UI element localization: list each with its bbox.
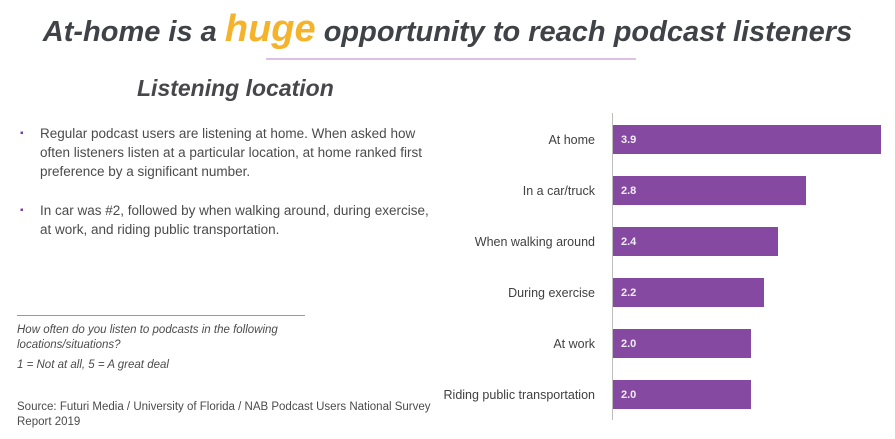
source-attribution: Source: Futuri Media / University of Flo… xyxy=(17,401,431,428)
chart-row: At home 3.9 xyxy=(380,125,895,154)
chart-row: Riding public transportation 2.0 xyxy=(380,380,895,409)
bullet-text: In car was #2, followed by when walking … xyxy=(40,203,429,237)
chart-axis-line xyxy=(612,113,613,420)
footnote-divider xyxy=(17,315,305,316)
chart-bar: 2.2 xyxy=(613,278,765,307)
chart-category-label: During exercise xyxy=(508,285,595,300)
chart-value-label: 2.0 xyxy=(621,337,637,350)
title-divider xyxy=(266,58,636,60)
bullet-text: Regular podcast users are listening at h… xyxy=(40,126,422,179)
chart-row: At work 2.0 xyxy=(380,329,895,358)
chart-category-label: In a car/truck xyxy=(522,183,595,198)
chart-bar: 3.9 xyxy=(613,125,882,154)
chart-bar: 2.8 xyxy=(613,176,806,205)
list-item: ▪ Regular podcast users are listening at… xyxy=(20,124,432,181)
chart-category-label: At work xyxy=(553,336,595,351)
chart-bar: 2.4 xyxy=(613,227,779,256)
chart-bar-track: 2.0 xyxy=(613,380,895,409)
chart-row: When walking around 2.4 xyxy=(380,227,895,256)
chart-row: During exercise 2.2 xyxy=(380,278,895,307)
chart-value-label: 2.8 xyxy=(621,184,637,197)
survey-scale-text: 1 = Not at all, 5 = A great deal xyxy=(17,359,169,371)
list-item: ▪ In car was #2, followed by when walkin… xyxy=(20,201,432,239)
chart-bar-track: 3.9 xyxy=(613,125,895,154)
chart-rows: At home 3.9 In a car/truck 2.8 When walking … xyxy=(380,125,895,409)
chart-bar-track: 2.0 xyxy=(613,329,895,358)
chart-bar: 2.0 xyxy=(613,380,751,409)
slide-title-highlight: huge xyxy=(224,8,316,50)
section-heading: Listening location xyxy=(137,75,334,101)
bar-chart: At home 3.9 In a car/truck 2.8 When walking … xyxy=(380,113,895,425)
chart-value-label: 2.2 xyxy=(621,286,637,299)
chart-value-label: 3.9 xyxy=(621,133,637,146)
chart-bar-track: 2.4 xyxy=(613,227,895,256)
chart-value-label: 2.4 xyxy=(621,235,637,248)
chart-category-label: At home xyxy=(548,132,595,147)
chart-bar-track: 2.8 xyxy=(613,176,895,205)
bullet-list: ▪ Regular podcast users are listening at… xyxy=(20,124,432,239)
chart-category-label: Riding public transportation xyxy=(443,387,595,402)
bullet-icon: ▪ xyxy=(20,205,24,216)
slide-title-post: opportunity to reach podcast listeners xyxy=(315,16,853,48)
chart-row: In a car/truck 2.8 xyxy=(380,176,895,205)
chart-bar-track: 2.2 xyxy=(613,278,895,307)
slide-title-pre: At-home is a xyxy=(42,16,225,48)
survey-question-note: How often do you listen to podcasts in t… xyxy=(17,323,317,373)
bullet-icon: ▪ xyxy=(20,128,24,139)
chart-value-label: 2.0 xyxy=(621,388,637,401)
survey-question-text: How often do you listen to podcasts in t… xyxy=(17,324,278,351)
slide-title: At-home is a huge opportunity to reach p… xyxy=(0,8,895,51)
chart-bar: 2.0 xyxy=(613,329,751,358)
chart-category-label: When walking around xyxy=(474,234,595,249)
